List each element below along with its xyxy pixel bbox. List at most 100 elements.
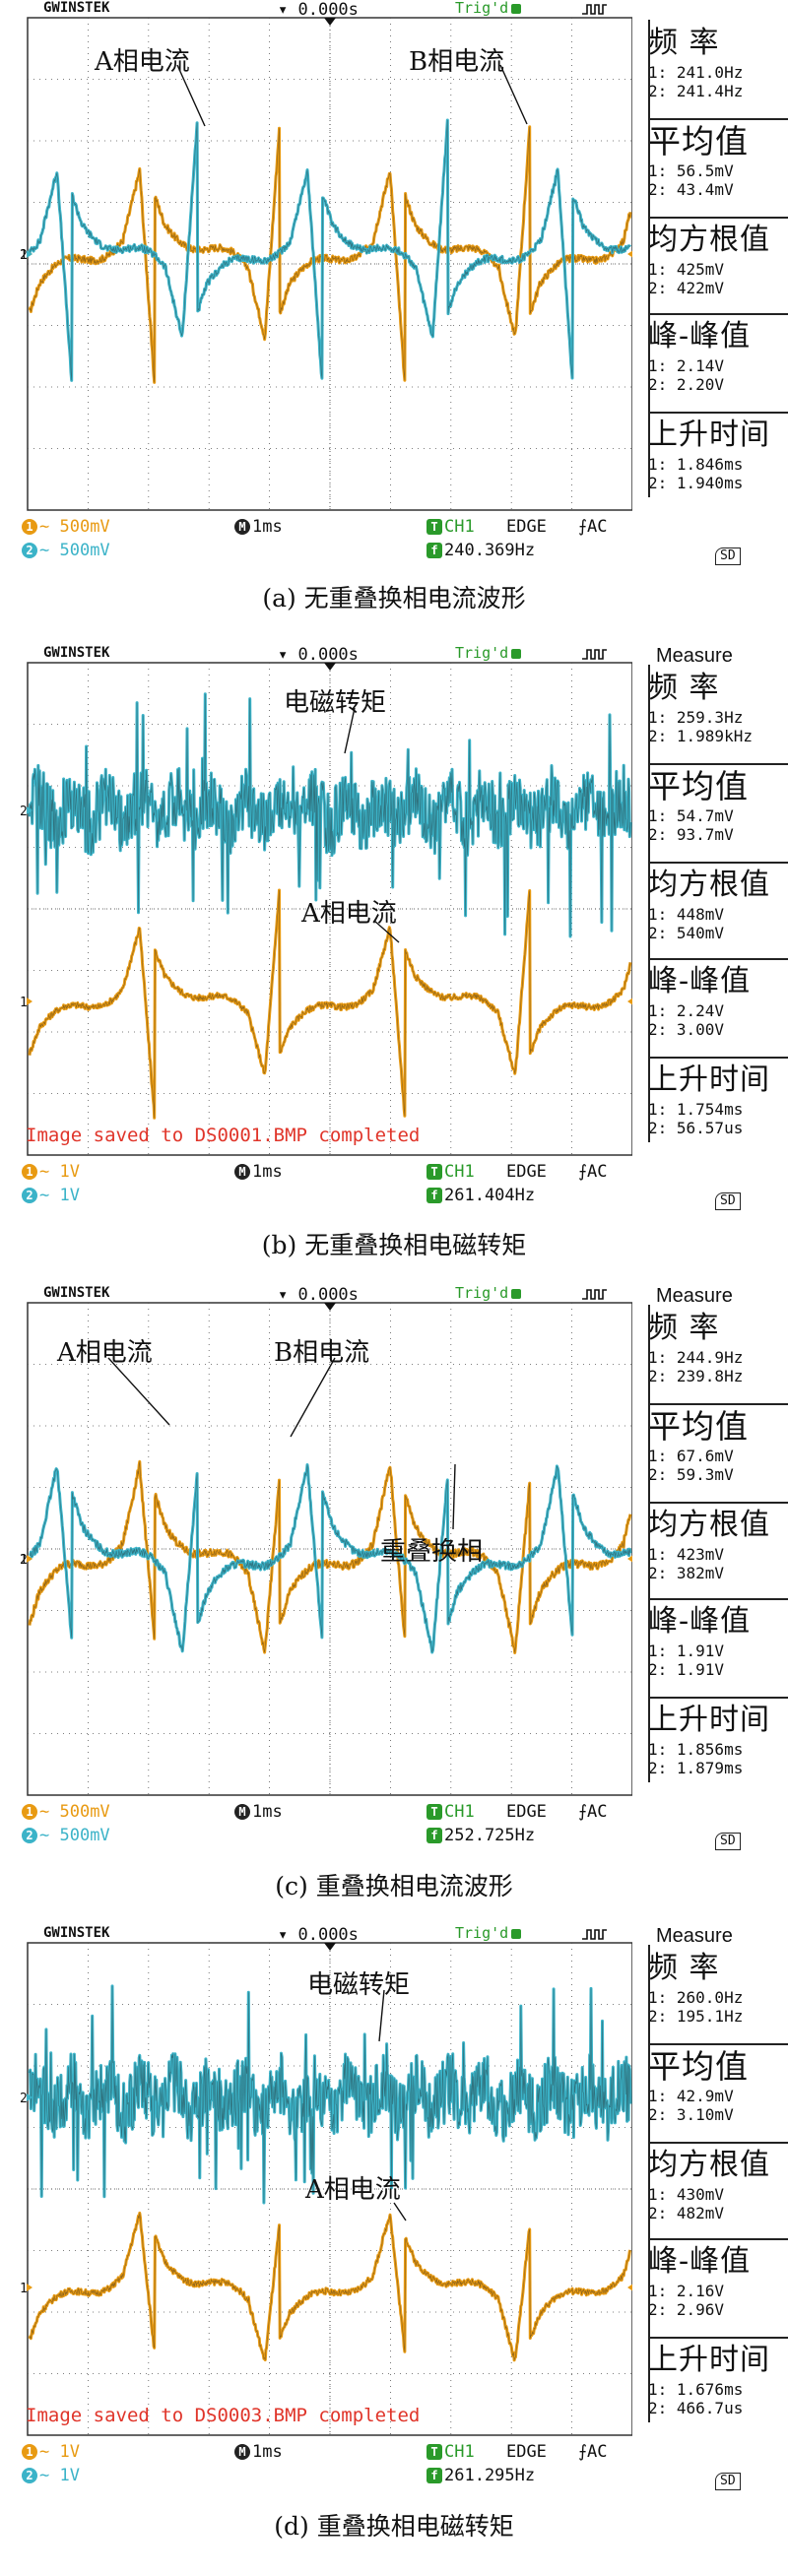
measurement-block: 上升时间 1: 1.676ms 2: 466.7us [648,2341,788,2417]
measurement-divider [650,1502,788,1504]
channel-marker-1: 1 [20,1553,28,1568]
time-offset: ▾ 0.000s [278,1925,359,1945]
trigger-source-status: T CH1 EDGE ⨍AC [427,1162,608,1182]
trigger-indicator-icon [511,648,522,659]
trigger-level-arrow-icon [627,2284,632,2291]
measurement-label: 峰-峰值 [648,319,752,354]
measurement-ch2-value: 2: 382mV [648,1564,725,1582]
timebase-status: M 1ms [234,517,283,537]
figure-caption: (a) 无重叠换相电流波形 [262,584,526,612]
pulse-shape-icon [582,4,607,15]
trigger-indicator-icon [511,1928,522,1939]
measurement-label: 平均值 [648,1407,749,1446]
time-offset: ▾ 0.000s [278,0,359,20]
measurement-ch2-value: 2: 3.10mV [648,2105,734,2124]
measurement-label: 峰-峰值 [648,1604,752,1639]
measurement-ch1-value: 1: 241.0Hz [648,63,744,82]
trace-annotation: 电磁转矩 [307,1970,411,2000]
annotation-leader-line [176,64,206,127]
measurement-ch1-value: 1: 1.846ms [648,455,744,474]
pulse-shape-icon [582,1929,607,1940]
trigger-status: Trig'd [455,1924,522,1942]
timebase-badge-icon: M [234,519,250,535]
measurement-divider [650,2142,788,2144]
trigger-position-icon [324,1943,336,1951]
timebase-status: M 1ms [234,1162,283,1182]
saved-message: Image saved to DS0001.BMP completed [26,1125,421,1146]
measurement-ch1-value: 1: 425mV [648,260,725,279]
measurement-ch1-value: 1: 2.16V [648,2282,725,2300]
measurement-ch2-value: 2: 239.8Hz [648,1367,744,1385]
measurement-ch2-value: 2: 3.00V [648,1020,725,1039]
measurement-divider [650,958,788,960]
measurement-block: 峰-峰值 1: 1.91V 2: 1.91V [648,1602,788,1679]
measurement-ch2-value: 2: 56.57us [648,1119,744,1137]
measurement-label: 上升时间 [648,418,770,452]
measurement-label: 均方根值 [648,1508,770,1542]
measurement-label: 平均值 [648,122,749,161]
measurement-ch2-value: 2: 466.7us [648,2399,744,2417]
annotation-leader-line [344,707,356,754]
ch2-badge-icon: 2 [22,1188,37,1203]
series-trace-edge-ch1 [29,126,631,383]
measurement-ch1-value: 1: 260.0Hz [648,1988,744,2007]
measurement-ch1-value: 1: 244.9Hz [648,1348,744,1367]
measurement-ch2-value: 2: 43.4mV [648,180,734,199]
measurement-ch1-value: 1: 1.754ms [648,1100,744,1119]
annotation-leader-line [290,1357,336,1438]
annotation-leader-line [393,2202,407,2222]
ch1-badge-icon: 1 [22,519,37,535]
measurement-ch1-value: 1: 67.6mV [648,1447,734,1465]
measure-column: 频 率 1: 241.0Hz 2: 241.4Hz 平均值 1: 56.5mV 2: 43… [648,0,788,497]
trigger-source-status: T CH1 EDGE ⨍AC [427,517,608,537]
measure-title [648,0,788,22]
measurement-ch2-value: 2: 1.879ms [648,1759,744,1777]
series-trace-edge-ch1 [29,889,631,1119]
measurement-ch1-value: 1: 423mV [648,1545,725,1564]
trigger-badge-icon: T [427,519,442,535]
measurement-block: 上升时间 1: 1.856ms 2: 1.879ms [648,1701,788,1777]
frequency-readout: f 240.369Hz [427,541,535,560]
trigger-badge-icon: T [427,1804,442,1820]
trace-annotation: A相电流 [305,2175,401,2205]
measurement-label: 均方根值 [648,2148,770,2182]
measure-column: Measure 频 率 1: 259.3Hz 2: 1.989kHz 平均值 1: 54… [648,645,788,1142]
measure-column: Measure 频 率 1: 260.0Hz 2: 195.1Hz 平均值 1: 42.… [648,1925,788,2422]
channel-marker-2: 2 [20,805,28,819]
sd-card-icon: SD [715,1192,741,1210]
measurement-divider [650,2337,788,2339]
measurement-ch2-value: 2: 1.940ms [648,474,744,492]
measurement-block: 平均值 1: 54.7mV 2: 93.7mV [648,767,788,844]
measurement-label: 频 率 [648,26,720,60]
series-trace-ch1 [28,888,632,1120]
annotation-leader-line [107,1357,170,1426]
measurement-divider [650,2043,788,2045]
frequency-badge-icon: f [427,2468,442,2483]
measurement-block: 峰-峰值 1: 2.16V 2: 2.96V [648,2242,788,2319]
brand-label: GWINSTEK [43,1285,110,1301]
annotation-leader-line [452,1463,456,1530]
channel-marker-1: 1 [20,2282,28,2296]
annotation-leader-line [378,1989,385,2042]
measurement-label: 平均值 [648,767,749,805]
channel-marker-1: 1 [20,248,28,263]
measurement-block: 频 率 1: 259.3Hz 2: 1.989kHz [648,669,788,745]
ch2-badge-icon: 2 [22,543,37,558]
measurement-divider [650,217,788,219]
measurement-block: 平均值 1: 42.9mV 2: 3.10mV [648,2047,788,2124]
measurement-column-border [648,1305,650,1782]
ch2-badge-icon: 2 [22,2468,37,2483]
measurement-divider [650,412,788,414]
annotation-leader-line [499,64,528,125]
sd-card-icon: SD [715,1833,741,1850]
frequency-readout: f 261.404Hz [427,1186,535,1205]
figure-caption: (b) 无重叠换相电磁转矩 [261,1231,527,1259]
measurement-block: 频 率 1: 241.0Hz 2: 241.4Hz [648,24,788,100]
measurement-block: 频 率 1: 244.9Hz 2: 239.8Hz [648,1309,788,1385]
measurement-label: 上升时间 [648,2343,770,2377]
measurement-block: 上升时间 1: 1.754ms 2: 56.57us [648,1061,788,1137]
measurement-block: 峰-峰值 1: 2.14V 2: 2.20V [648,317,788,394]
channel-marker-2: 2 [20,1553,28,1568]
